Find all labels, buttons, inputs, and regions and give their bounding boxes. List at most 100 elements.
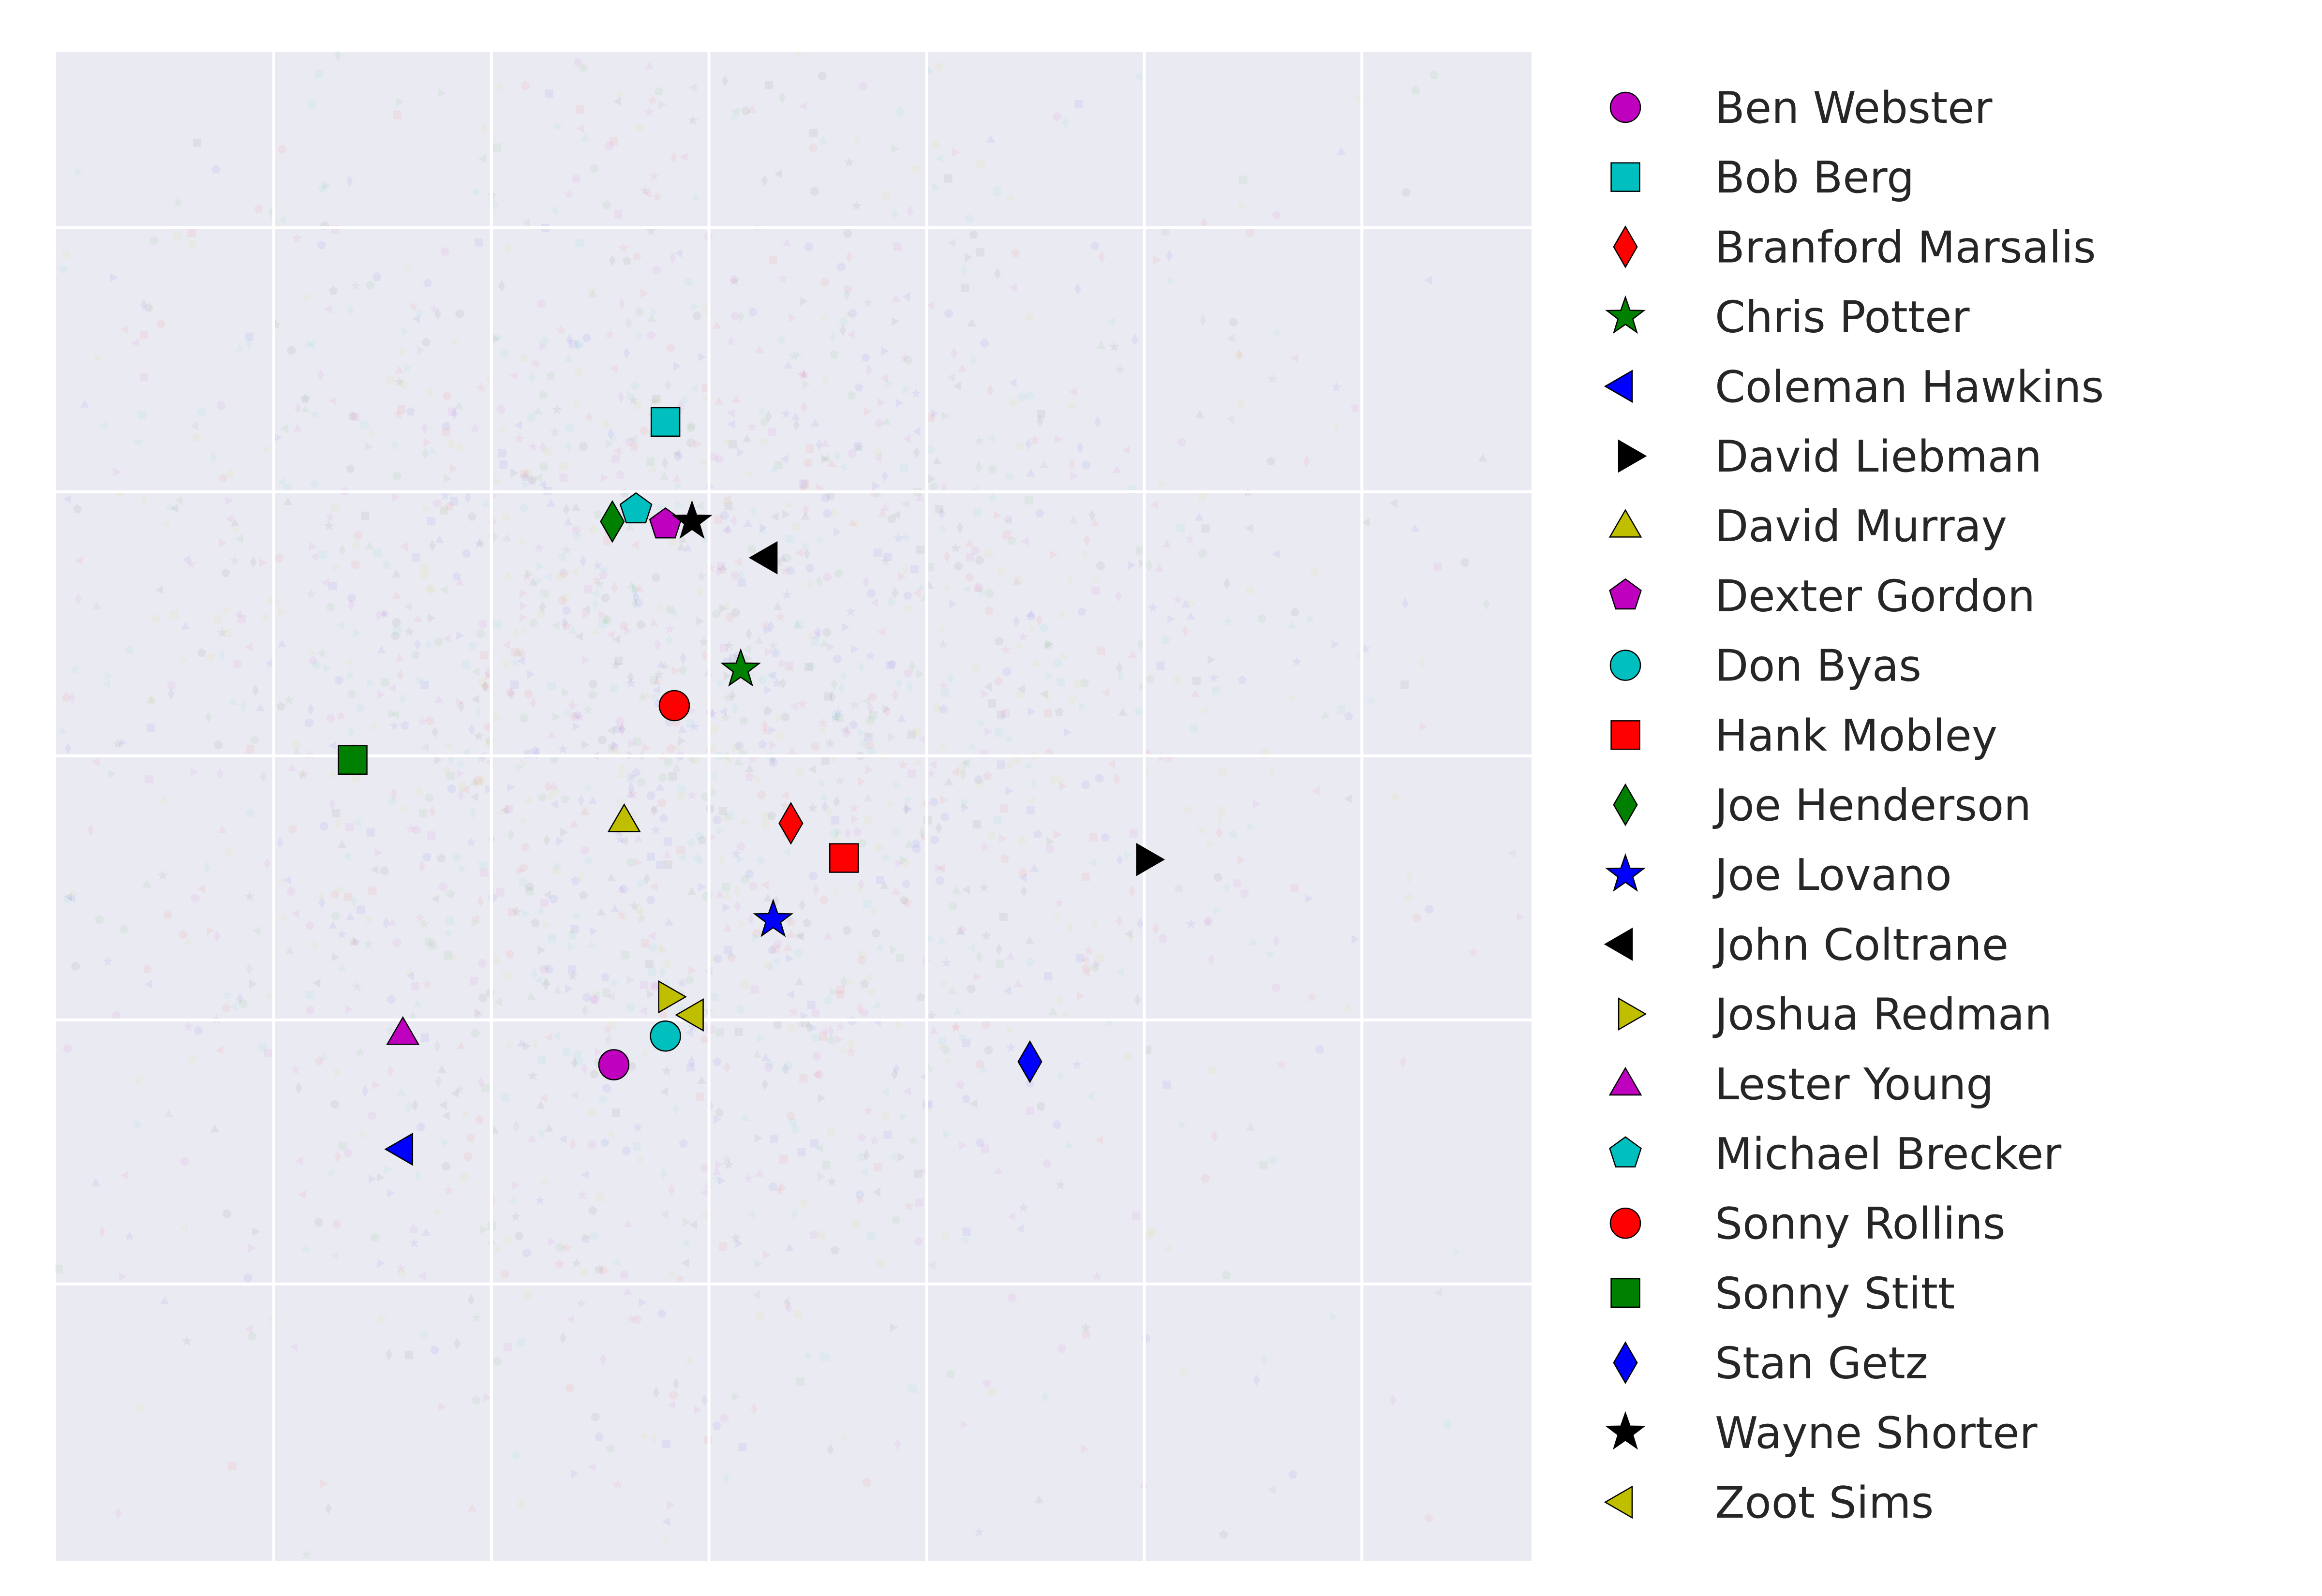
noise-point [965, 538, 974, 547]
noise-point [672, 742, 681, 752]
noise-point [1081, 1330, 1091, 1339]
noise-point [1060, 1009, 1072, 1020]
noise-point [1103, 1017, 1115, 1027]
noise-point [694, 1405, 702, 1415]
noise-point [1067, 401, 1077, 410]
noise-point [854, 383, 864, 392]
noise-point [278, 607, 286, 617]
noise-point [561, 616, 568, 629]
noise-point [1155, 563, 1164, 572]
noise-point [67, 894, 75, 903]
noise-point [508, 908, 517, 916]
noise-point [506, 243, 514, 253]
noise-point [350, 937, 359, 946]
noise-point [1131, 333, 1138, 346]
noise-point [786, 930, 796, 938]
noise-point [756, 1312, 764, 1320]
noise-point [629, 434, 637, 444]
noise-point [720, 1413, 729, 1422]
noise-point [421, 978, 432, 989]
noise-point [1245, 523, 1253, 533]
noise-point [254, 204, 264, 213]
noise-point [720, 712, 731, 723]
noise-point [1091, 586, 1100, 595]
noise-point [712, 321, 722, 329]
noise-point [260, 770, 267, 783]
noise-point [627, 390, 635, 400]
noise-point [346, 175, 353, 187]
noise-point [639, 1431, 647, 1441]
noise-point [399, 380, 408, 389]
noise-point [610, 581, 618, 593]
noise-point [907, 769, 916, 778]
noise-point [827, 642, 835, 652]
noise-point [527, 476, 536, 485]
noise-point [716, 826, 725, 835]
noise-point [643, 189, 651, 198]
noise-point [908, 1385, 917, 1393]
noise-point [562, 707, 573, 718]
noise-point [908, 1135, 919, 1145]
noise-point [928, 760, 937, 769]
noise-point [1344, 711, 1354, 720]
noise-point [559, 1135, 567, 1144]
noise-point [727, 408, 735, 418]
noise-point [55, 1265, 63, 1273]
noise-point [562, 688, 570, 697]
noise-point [250, 735, 259, 744]
noise-point [1122, 445, 1130, 455]
noise-point [673, 452, 683, 461]
noise-point [931, 140, 940, 149]
noise-point [975, 778, 984, 787]
noise-point [119, 925, 129, 934]
noise-point [808, 143, 818, 152]
noise-point [768, 1182, 777, 1192]
noise-point [1194, 513, 1204, 521]
noise-point [839, 324, 847, 337]
noise-point [1095, 953, 1104, 962]
noise-point [316, 890, 326, 899]
noise-point [519, 503, 529, 512]
noise-point [572, 526, 581, 535]
noise-point [795, 767, 805, 776]
noise-point [519, 589, 527, 598]
noise-point [133, 436, 144, 447]
noise-point [765, 961, 776, 972]
noise-point [580, 807, 589, 815]
noise-point [475, 778, 484, 787]
legend-marker-lester-young [1608, 1066, 1642, 1096]
noise-point [602, 200, 611, 209]
noise-point [721, 74, 729, 87]
noise-point [434, 755, 443, 765]
noise-point [481, 499, 491, 507]
noise-point [249, 979, 257, 989]
noise-point [661, 457, 669, 469]
noise-point [606, 630, 614, 639]
noise-point [102, 956, 113, 966]
noise-point [351, 774, 360, 783]
noise-point [729, 690, 736, 702]
noise-point [575, 632, 583, 641]
noise-point [1425, 904, 1434, 914]
noise-point [330, 889, 340, 899]
noise-point [912, 588, 921, 598]
data-point-wayne-shorter [671, 500, 713, 539]
noise-point [674, 1273, 685, 1284]
noise-point [730, 515, 738, 527]
legend-marker-sonny-stitt [1610, 1278, 1640, 1308]
noise-point [630, 381, 640, 390]
noise-point [1067, 575, 1074, 587]
noise-point [213, 614, 222, 623]
noise-point [691, 302, 700, 311]
noise-point [970, 355, 977, 367]
noise-point [752, 1290, 760, 1300]
noise-point [1005, 1042, 1016, 1052]
noise-point [530, 696, 537, 709]
noise-point [774, 939, 783, 948]
noise-point [120, 1170, 129, 1180]
noise-point [473, 730, 484, 741]
noise-point [1138, 559, 1147, 568]
noise-point [345, 464, 355, 473]
noise-point [1240, 889, 1249, 898]
noise-point [1174, 884, 1184, 893]
